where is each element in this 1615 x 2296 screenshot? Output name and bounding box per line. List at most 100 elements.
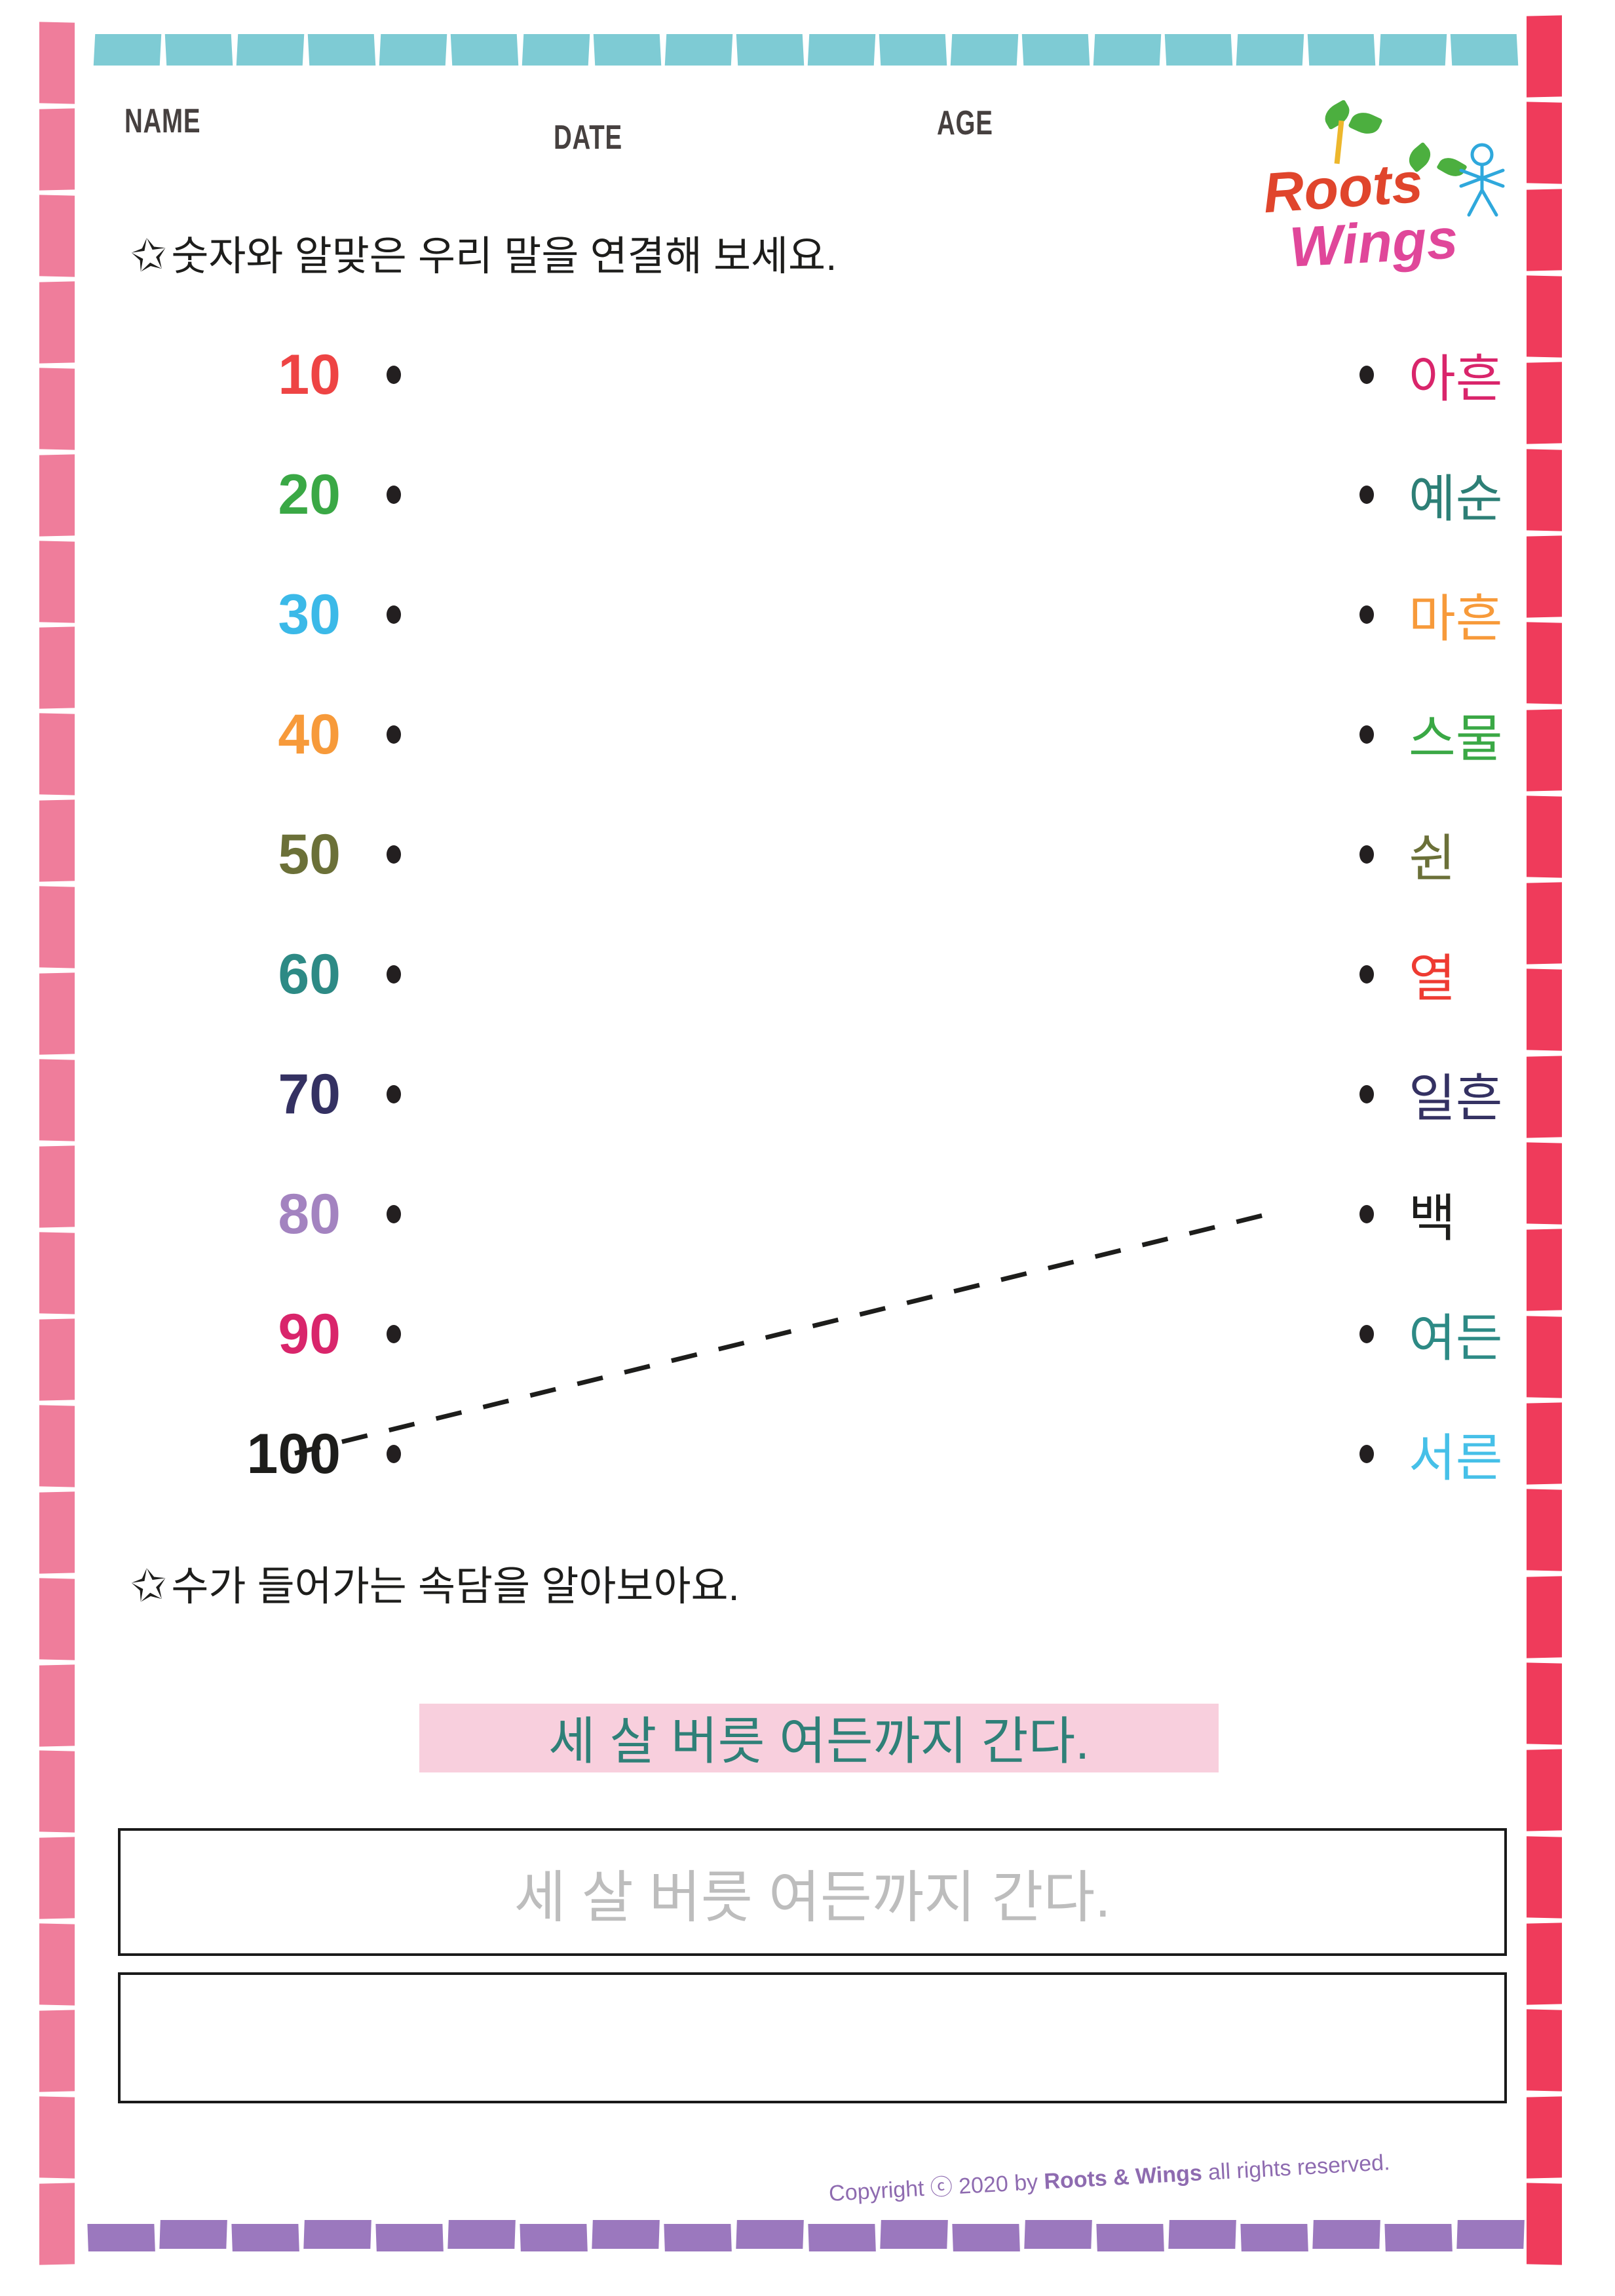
matching-row: 100 서른 [98, 1394, 1513, 1514]
border-segment [664, 34, 733, 66]
tracing-practice-box[interactable] [118, 1828, 1507, 1956]
border-segment [307, 34, 376, 66]
word-일흔: 일흔 [1409, 1069, 1503, 1127]
word-마흔: 마흔 [1409, 589, 1503, 647]
border-segment [736, 34, 805, 66]
connect-dot-right-백[interactable] [1359, 1204, 1374, 1223]
connect-dot-left-70[interactable] [387, 1084, 401, 1103]
connect-dot-left-20[interactable] [387, 485, 401, 504]
leaf-icon [1348, 107, 1383, 139]
word-아흔: 아흔 [1409, 349, 1503, 408]
connect-dot-left-100[interactable] [387, 1444, 401, 1463]
border-segment [736, 2220, 804, 2249]
border-segment [1527, 1662, 1562, 1745]
border-segment [1527, 1923, 1562, 2005]
border-segment [664, 2224, 732, 2251]
border-segment [450, 34, 519, 66]
connect-dot-right-쉰[interactable] [1359, 845, 1374, 864]
border-segment [39, 540, 75, 623]
copyright-suffix: all rights reserved. [1201, 2150, 1391, 2186]
border-segment [87, 2224, 156, 2251]
border-segment [1527, 795, 1562, 878]
instruction-text: 숫자와 알맞은 우리 말을 연결해 보세요. [171, 234, 837, 279]
border-segment [379, 34, 447, 66]
connect-dot-left-50[interactable] [387, 845, 401, 864]
connect-dot-right-아흔[interactable] [1359, 365, 1374, 384]
roots-and-wings-logo: Roots Wings [1232, 98, 1505, 288]
bottom-border-band [85, 2220, 1527, 2251]
connect-dot-left-40[interactable] [387, 725, 401, 744]
border-segment [39, 195, 75, 277]
word-서른: 서른 [1409, 1428, 1503, 1487]
logo-wings-text: Wings [1287, 207, 1460, 279]
border-segment [1240, 2224, 1309, 2251]
border-segment [1307, 34, 1376, 66]
border-segment [39, 22, 75, 104]
border-segment [1527, 2183, 1562, 2265]
connect-dot-left-90[interactable] [387, 1324, 401, 1343]
border-segment [1527, 535, 1562, 618]
border-segment [808, 2224, 877, 2251]
border-segment [39, 626, 75, 709]
word-쉰: 쉰 [1409, 829, 1456, 887]
connect-dot-right-서른[interactable] [1359, 1444, 1374, 1463]
connect-dot-right-여든[interactable] [1359, 1324, 1374, 1343]
border-segment [447, 2220, 516, 2249]
border-segment [950, 34, 1019, 66]
border-segment [39, 1318, 75, 1401]
matching-row: 60 열 [98, 914, 1513, 1034]
left-border-band [39, 20, 75, 2267]
border-segment [39, 108, 75, 191]
border-segment [1093, 34, 1162, 66]
border-segment [39, 454, 75, 537]
border-segment [39, 1923, 75, 2006]
border-segment [1024, 2220, 1092, 2249]
child-figure-icon [1459, 143, 1505, 217]
connect-dot-right-예순[interactable] [1359, 485, 1374, 504]
border-segment [1527, 2095, 1562, 2179]
border-segment [164, 34, 233, 66]
connect-dot-right-일흔[interactable] [1359, 1084, 1374, 1103]
connect-dot-right-스물[interactable] [1359, 725, 1374, 744]
copyright-brand: Roots & Wings [1043, 2160, 1203, 2194]
border-segment [39, 1578, 75, 1660]
border-segment [1527, 968, 1562, 1052]
age-label: AGE [937, 104, 993, 142]
border-segment [39, 1145, 75, 1228]
border-segment [236, 34, 305, 66]
border-segment [39, 1491, 75, 1574]
matching-row: 30 마흔 [98, 554, 1513, 674]
border-segment [1168, 2220, 1236, 2249]
matching-row: 70 일흔 [98, 1034, 1513, 1154]
border-segment [522, 34, 590, 66]
border-segment [1236, 34, 1304, 66]
border-segment [231, 2224, 300, 2251]
connect-dot-right-마흔[interactable] [1359, 605, 1374, 624]
connect-dot-left-60[interactable] [387, 965, 401, 984]
border-segment [39, 1232, 75, 1314]
border-segment [39, 1750, 75, 1833]
border-segment [1450, 34, 1519, 66]
connect-dot-right-열[interactable] [1359, 965, 1374, 984]
border-segment [39, 1837, 75, 1919]
border-segment [1527, 1142, 1562, 1225]
connect-dot-left-80[interactable] [387, 1204, 401, 1223]
border-segment [39, 368, 75, 450]
instruction-text: 수가 들어가는 속담을 알아보아요. [171, 1564, 740, 1609]
connect-dot-left-30[interactable] [387, 605, 401, 624]
connect-dot-left-10[interactable] [387, 365, 401, 384]
border-segment [303, 2220, 371, 2249]
matching-row: 10 아흔 [98, 315, 1513, 434]
border-segment [593, 34, 662, 66]
border-segment [39, 1405, 75, 1487]
blank-writing-box[interactable] [118, 1972, 1507, 2103]
border-segment [39, 1059, 75, 1141]
border-segment [520, 2224, 588, 2251]
star-icon: ✩ [128, 228, 171, 282]
matching-row: 50 쉰 [98, 794, 1513, 914]
border-segment [1527, 1056, 1562, 1138]
border-segment [93, 34, 162, 66]
border-segment [1527, 1489, 1562, 1572]
border-segment [1527, 189, 1562, 271]
star-icon: ✩ [128, 1558, 171, 1612]
